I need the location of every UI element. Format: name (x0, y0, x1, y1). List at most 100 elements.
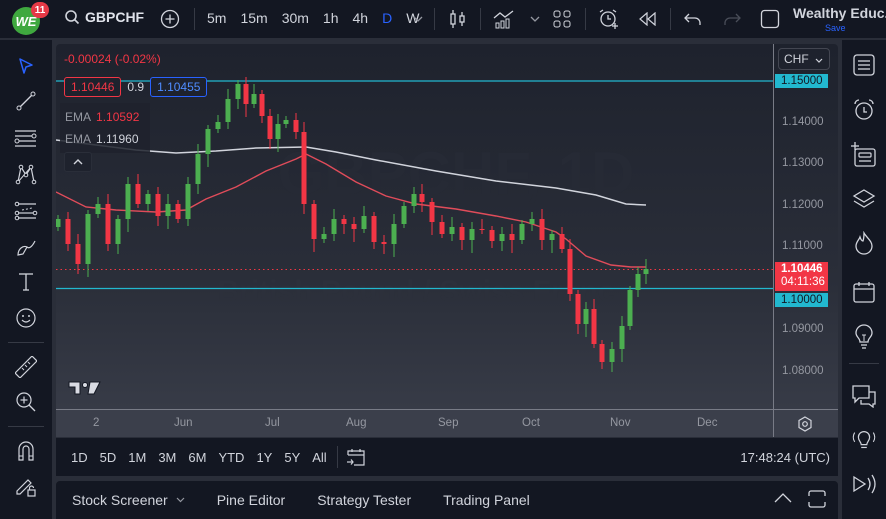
candle[interactable] (65, 219, 71, 244)
alerts-button[interactable] (850, 96, 878, 124)
candle[interactable] (591, 309, 597, 344)
chart-pane[interactable]: GBPCHF, 1D British Pound / Swiss Franc -… (56, 44, 838, 437)
magnet-tool[interactable] (12, 437, 40, 465)
candle[interactable] (331, 219, 337, 234)
indicators-dropdown[interactable] (524, 8, 546, 30)
candle[interactable] (559, 234, 565, 249)
candle[interactable] (539, 219, 545, 240)
goto-date-button[interactable] (346, 447, 366, 467)
candle[interactable] (381, 242, 387, 244)
maximize-panel-button[interactable] (808, 490, 826, 511)
compare-symbol-button[interactable] (159, 8, 181, 30)
cursor-tool[interactable] (12, 52, 40, 80)
range-5d[interactable]: 5D (99, 449, 117, 465)
candle[interactable] (583, 309, 589, 324)
candle[interactable] (371, 216, 377, 242)
ema-slow-legend[interactable]: EMA 1.11960 (65, 128, 145, 150)
candle[interactable] (115, 219, 121, 244)
replay-sidebar-button[interactable] (850, 470, 878, 498)
candle[interactable] (439, 222, 445, 234)
candle[interactable] (361, 216, 367, 229)
zoom-tool[interactable] (12, 388, 40, 416)
fullscreen-button[interactable] (759, 8, 781, 30)
candle[interactable] (165, 204, 171, 216)
data-window-button[interactable] (850, 185, 878, 213)
candle[interactable] (489, 230, 495, 241)
candle[interactable] (479, 229, 485, 230)
candle[interactable] (195, 154, 201, 184)
utc-clock[interactable]: 17:48:24 (UTC) (740, 450, 830, 465)
interval-1h[interactable]: 1h (322, 10, 339, 26)
tradingview-logo[interactable] (68, 380, 102, 401)
object-tree-button[interactable] (850, 140, 878, 168)
tab-pine-editor[interactable]: Pine Editor (216, 492, 286, 508)
layout-name[interactable]: Wealthy Educ... Save (793, 6, 886, 35)
candle[interactable] (95, 204, 101, 214)
ema-fast-legend[interactable]: EMA 1.10592 (65, 106, 145, 128)
calendar-button[interactable] (850, 278, 878, 306)
candle[interactable] (275, 124, 281, 139)
range-1m[interactable]: 1M (128, 449, 147, 465)
interval-15m[interactable]: 15m (240, 10, 268, 26)
range-6m[interactable]: 6M (188, 449, 207, 465)
sell-button[interactable]: 1.10446 (64, 77, 122, 97)
trend-line-tool[interactable] (12, 87, 40, 115)
candle[interactable] (175, 204, 181, 219)
candle[interactable] (267, 116, 273, 139)
candle[interactable] (243, 84, 249, 104)
candle[interactable] (185, 184, 191, 219)
candle[interactable] (499, 234, 505, 241)
chart-settings-button[interactable] (797, 416, 813, 437)
chats-button[interactable] (850, 382, 878, 410)
candle[interactable] (619, 326, 625, 349)
candle[interactable] (311, 204, 317, 239)
measure-tool[interactable] (12, 353, 40, 381)
chart-type-button[interactable] (447, 8, 469, 30)
candle[interactable] (635, 274, 641, 290)
range-3m[interactable]: 3M (158, 449, 177, 465)
interval-dropdown[interactable] (407, 8, 429, 30)
range-1y[interactable]: 1Y (256, 449, 273, 465)
range-ytd[interactable]: YTD (218, 449, 245, 465)
candle[interactable] (411, 194, 417, 206)
candle[interactable] (293, 120, 299, 132)
candle[interactable] (469, 229, 475, 240)
fib-tool[interactable] (12, 124, 40, 152)
candle[interactable] (135, 184, 141, 204)
plot-area[interactable]: GBPCHF, 1D British Pound / Swiss Franc -… (56, 44, 773, 409)
interval-4h[interactable]: 4h (352, 10, 369, 26)
alert-button[interactable] (598, 8, 620, 30)
candle[interactable] (643, 269, 649, 274)
candle[interactable] (459, 227, 465, 240)
replay-button[interactable] (637, 8, 659, 30)
candle[interactable] (251, 94, 257, 104)
candlestick-chart[interactable]: GBPCHF, 1D British Pound / Swiss Franc (56, 44, 773, 409)
layout-button[interactable] (551, 8, 573, 30)
candle[interactable] (609, 349, 615, 362)
candle[interactable] (145, 194, 151, 204)
forecast-tool[interactable] (12, 197, 40, 225)
save-label[interactable]: Save (825, 23, 846, 33)
candle[interactable] (225, 99, 231, 122)
candle[interactable] (549, 234, 555, 240)
candle[interactable] (429, 202, 435, 222)
candle[interactable] (283, 120, 289, 124)
candle[interactable] (599, 344, 605, 362)
candle[interactable] (449, 227, 455, 234)
tab-strategy-tester[interactable]: Strategy Tester (317, 492, 412, 508)
undo-button[interactable] (682, 8, 704, 30)
candle[interactable] (105, 204, 111, 244)
collapse-legend-button[interactable] (64, 152, 92, 172)
interval-5m[interactable]: 5m (207, 10, 227, 26)
interval-w[interactable]: W (406, 10, 420, 26)
time-axis[interactable]: 2 Jun Jul Aug Sep Oct Nov Dec (56, 409, 838, 437)
candle[interactable] (419, 194, 425, 202)
tab-trading-panel[interactable]: Trading Panel (443, 492, 530, 508)
lock-drawings-tool[interactable] (12, 472, 40, 500)
candle[interactable] (321, 234, 327, 239)
hotlists-button[interactable] (850, 229, 878, 257)
interval-30m[interactable]: 30m (281, 10, 309, 26)
candle[interactable] (56, 219, 61, 227)
candle[interactable] (125, 184, 131, 219)
candle[interactable] (235, 84, 241, 99)
